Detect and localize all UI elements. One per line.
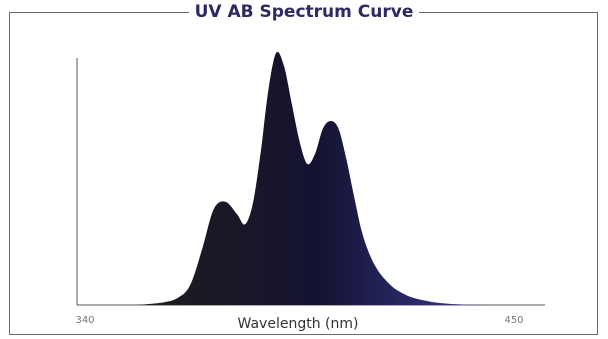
spectrum-area <box>135 51 495 305</box>
chart-title: UV AB Spectrum Curve <box>188 2 420 22</box>
x-tick-label-min: 340 <box>75 315 94 326</box>
chart-title-wrap: UV AB Spectrum Curve <box>0 0 608 24</box>
x-tick-label-max: 450 <box>504 315 523 326</box>
x-axis-label: Wavelength (nm) <box>238 316 359 332</box>
